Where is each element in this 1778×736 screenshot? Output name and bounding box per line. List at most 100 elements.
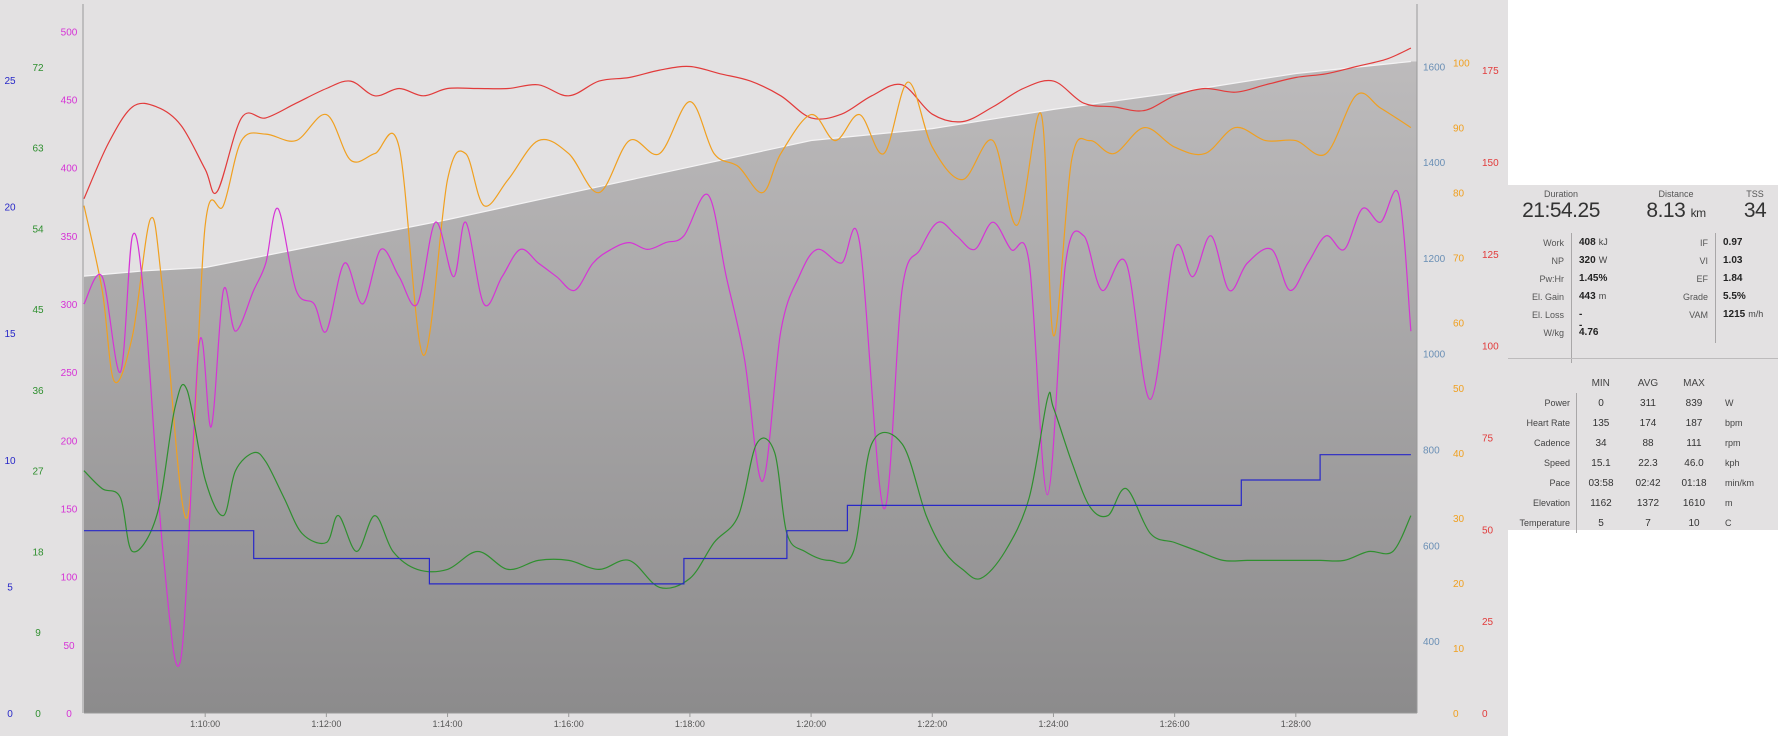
stat-value-wrap: 4.76 — [1579, 327, 1601, 338]
stat-value-wrap: 0.97 — [1723, 237, 1745, 248]
stat-label: Grade — [1682, 292, 1708, 302]
cadence-tick-label: 72 — [32, 63, 44, 74]
temperature-tick-label: 50 — [1453, 384, 1465, 395]
stat-value-wrap: 1.45% — [1579, 273, 1610, 284]
stat-value-wrap: 408 kJ — [1579, 237, 1608, 248]
metric-avg: 22.3 — [1638, 457, 1658, 469]
power-tick-label: 200 — [61, 436, 78, 447]
power-tick-label: 300 — [61, 300, 78, 311]
power-tick-label: 250 — [61, 368, 78, 379]
metric-min: 5 — [1576, 513, 1625, 533]
table-row: Speed 15.1 22.3 46.0 kph — [1508, 453, 1754, 473]
stat-value-wrap: 443 m — [1579, 291, 1606, 302]
metric-min: 0 — [1576, 393, 1625, 413]
metric-unit: kph — [1725, 458, 1740, 468]
speed-tick-label: 15 — [4, 329, 16, 340]
power-tick-label: 350 — [61, 232, 78, 243]
panel-divider — [1508, 358, 1778, 359]
metric-avg: 311 — [1640, 397, 1656, 409]
speed-tick-label: 25 — [4, 76, 16, 87]
temperature-tick-label: 0 — [1453, 709, 1459, 720]
stat-unit: m — [1598, 291, 1607, 301]
metric-label: Elevation — [1532, 498, 1570, 508]
table-row: Heart Rate 135 174 187 bpm — [1508, 413, 1754, 433]
x-tick-label: 1:28:00 — [1281, 719, 1311, 729]
stat-label: W/kg — [1543, 328, 1564, 338]
stat-unit: kJ — [1598, 237, 1608, 247]
metric-max: 46.0 — [1684, 457, 1704, 469]
table-row: Temperature 5 7 10 C — [1508, 513, 1754, 533]
speed-tick-label: 0 — [7, 709, 13, 720]
heart-rate-tick-label: 150 — [1482, 158, 1499, 169]
metric-label: Temperature — [1519, 518, 1570, 528]
power-tick-label: 100 — [61, 573, 78, 584]
stat-value: 408 — [1579, 237, 1596, 248]
stat-value: 1.45% — [1579, 273, 1608, 284]
x-tick-label: 1:10:00 — [190, 719, 220, 729]
metric-min: 03:58 — [1576, 473, 1625, 493]
cadence-series-line — [83, 384, 1412, 589]
stat-label: El. Gain — [1531, 292, 1564, 302]
elevation-area — [84, 61, 1417, 713]
elevation-line — [83, 60, 1411, 277]
metric-unit: m — [1725, 498, 1733, 508]
cadence-tick-label: 9 — [35, 628, 41, 639]
x-tick-label: 1:12:00 — [311, 719, 341, 729]
temperature-tick-label: 70 — [1453, 254, 1465, 265]
stat-label: NP — [1551, 256, 1564, 266]
stat-value-wrap: 320 W — [1579, 255, 1607, 266]
elevation-tick-label: 400 — [1423, 637, 1440, 648]
elevation-area-layer — [83, 60, 1417, 713]
heart-rate-tick-label: 50 — [1482, 525, 1494, 536]
tss-value: 34 — [1743, 199, 1767, 222]
stat-value: 443 — [1579, 291, 1596, 302]
duration-summary: Duration 21:54.25 — [1518, 189, 1604, 223]
metric-max: 1610 — [1682, 497, 1706, 509]
temperature-tick-label: 30 — [1453, 514, 1465, 525]
cadence-tick-label: 27 — [32, 467, 44, 478]
table-row: Cadence 34 88 111 rpm — [1508, 433, 1754, 453]
metric-max: 111 — [1686, 437, 1702, 449]
temperature-tick-label: 40 — [1453, 449, 1465, 460]
temperature-tick-label: 90 — [1453, 124, 1465, 135]
chart-svg[interactable]: 0510152025091827364554637205010015020025… — [0, 0, 1508, 736]
stat-value: 0.97 — [1723, 237, 1743, 248]
elevation-tick-label: 1200 — [1423, 254, 1446, 265]
header-min: MIN — [1591, 377, 1610, 389]
x-tick-label: 1:24:00 — [1038, 719, 1068, 729]
tss-label: TSS — [1746, 189, 1764, 199]
table-row: Pace 03:58 02:42 01:18 min/km — [1508, 473, 1754, 493]
metric-max: 10 — [1688, 517, 1700, 529]
axes-layer: 0510152025091827364554637205010015020025… — [4, 4, 1499, 729]
temperature-tick-label: 20 — [1453, 579, 1465, 590]
stat-value-wrap: 1.03 — [1723, 255, 1745, 266]
metric-avg: 1372 — [1636, 497, 1660, 509]
stat-value: -- — [1579, 309, 1583, 331]
stat-label: VI — [1699, 256, 1708, 266]
metrics-table: MIN AVG MAX Power 0 311 839 W Heart Rate… — [1508, 373, 1754, 533]
stat-label: IF — [1700, 238, 1708, 248]
distance-label: Distance — [1658, 189, 1694, 199]
metric-min: 1162 — [1576, 493, 1625, 513]
metric-unit: bpm — [1725, 418, 1743, 428]
stat-value-wrap: 1.84 — [1723, 273, 1745, 284]
x-tick-label: 1:20:00 — [796, 719, 826, 729]
metric-avg: 7 — [1645, 517, 1651, 529]
heart-rate-tick-label: 125 — [1482, 250, 1499, 261]
distance-value-wrap: 8.13 km — [1632, 199, 1720, 225]
cadence-tick-label: 0 — [35, 709, 41, 720]
heart-rate-tick-label: 0 — [1482, 709, 1488, 720]
heart-rate-tick-label: 25 — [1482, 617, 1494, 628]
cadence-tick-label: 45 — [32, 305, 44, 316]
x-tick-label: 1:22:00 — [917, 719, 947, 729]
elevation-tick-label: 1600 — [1423, 62, 1446, 73]
stat-value: 5.5% — [1723, 291, 1746, 302]
metric-label: Speed — [1543, 458, 1570, 468]
heart-rate-tick-label: 100 — [1482, 342, 1499, 353]
stats-panel: Duration 21:54.25 Distance 8.13 km TSS 3… — [1508, 185, 1778, 533]
cadence-tick-label: 18 — [32, 548, 44, 559]
stat-value: 320 — [1579, 255, 1596, 266]
workout-chart[interactable]: 0 5 10 15 20 25 0 9 18 27 36 45 54 63 72 0 50 100 150 200 25… — [0, 0, 1508, 736]
metric-label: Power — [1544, 398, 1570, 408]
table-row: Power 0 311 839 W — [1508, 393, 1754, 413]
